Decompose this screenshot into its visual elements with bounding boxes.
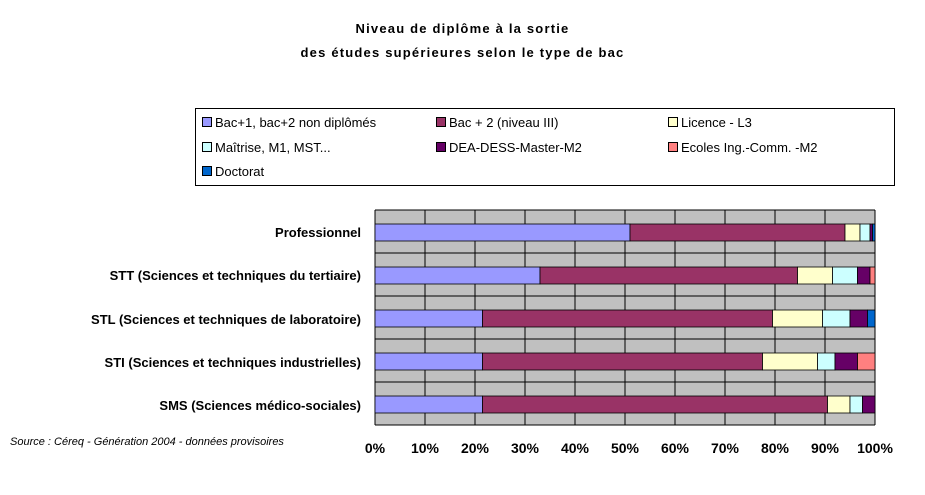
legend-label: DEA-DESS-Master-M2: [449, 140, 582, 155]
bar-segment: [817, 352, 836, 371]
bar-segment: [539, 266, 798, 285]
x-tick-label: 30%: [510, 440, 540, 456]
bar-segment: [374, 352, 483, 371]
legend-swatch: [668, 142, 678, 152]
x-tick-label: 20%: [460, 440, 490, 456]
chart-title-line-1: Niveau de diplôme à la sortie: [355, 21, 570, 36]
bar-segment: [822, 309, 851, 328]
bar-segment: [869, 266, 876, 285]
category-label: STL (Sciences et techniques de laboratoi…: [91, 312, 361, 327]
bar-segment: [374, 309, 483, 328]
x-tick-label: 60%: [660, 440, 690, 456]
bar-segment: [629, 223, 846, 242]
bar-segment: [849, 309, 868, 328]
bar-segment: [859, 223, 871, 242]
x-tick-label: 70%: [710, 440, 740, 456]
category-label: Professionnel: [275, 225, 361, 240]
legend-label: Bac + 2 (niveau III): [449, 115, 559, 130]
category-label: SMS (Sciences médico-sociales): [159, 398, 361, 413]
legend-label: Doctorat: [215, 164, 265, 179]
legend-swatch: [202, 117, 212, 127]
category-label: STT (Sciences et techniques du tertiaire…: [109, 268, 361, 283]
bar-segment: [374, 395, 483, 414]
x-tick-label: 50%: [610, 440, 640, 456]
chart-legend: Bac+1, bac+2 non diplômés Bac + 2 (nivea…: [195, 108, 895, 186]
category-label: STI (Sciences et techniques industrielle…: [104, 355, 361, 370]
legend-entry: DEA-DESS-Master-M2: [436, 140, 582, 155]
bar-segment: [832, 266, 858, 285]
legend-swatch: [202, 142, 212, 152]
legend-swatch: [668, 117, 678, 127]
bar-segment: [374, 266, 541, 285]
legend-entry: Ecoles Ing.-Comm. -M2: [668, 140, 818, 155]
source-note: Source : Céreq - Génération 2004 - donné…: [10, 436, 284, 448]
bar-segment: [867, 309, 876, 328]
legend-label: Bac+1, bac+2 non diplômés: [215, 115, 377, 130]
bar-segment: [797, 266, 833, 285]
bar-segment: [482, 352, 763, 371]
legend-entry: Bac+1, bac+2 non diplômés: [202, 115, 376, 130]
bar-segment: [482, 309, 773, 328]
x-tick-label: 90%: [810, 440, 840, 456]
x-tick-label: 40%: [560, 440, 590, 456]
legend-label: Licence - L3: [681, 115, 752, 130]
chart-title-line-2: des études supérieures selon le type de …: [300, 45, 625, 60]
bar-segment: [862, 395, 876, 414]
legend-label: Maîtrise, M1, MST...: [215, 140, 331, 155]
legend-entry: Doctorat: [202, 164, 264, 179]
x-tick-label: 80%: [760, 440, 790, 456]
legend-swatch: [436, 117, 446, 127]
bar-segment: [844, 223, 861, 242]
x-tick-label: 10%: [410, 440, 440, 456]
legend-label: Ecoles Ing.-Comm. -M2: [681, 140, 818, 155]
legend-entry: Bac + 2 (niveau III): [436, 115, 558, 130]
bar-segment: [857, 266, 871, 285]
legend-swatch: [436, 142, 446, 152]
bar-segment: [762, 352, 818, 371]
bar-segment: [482, 395, 828, 414]
bar-segment: [857, 352, 876, 371]
bar-segment: [827, 395, 851, 414]
legend-entry: Maîtrise, M1, MST...: [202, 140, 331, 155]
bar-segment: [374, 223, 631, 242]
legend-swatch: [202, 166, 212, 176]
x-tick-label: 0%: [364, 440, 386, 456]
bar-segment: [872, 223, 876, 242]
legend-entry: Licence - L3: [668, 115, 752, 130]
bar-segment: [772, 309, 823, 328]
bar-segment: [834, 352, 858, 371]
x-tick-label: 100%: [857, 440, 893, 456]
bar-segment: [849, 395, 863, 414]
